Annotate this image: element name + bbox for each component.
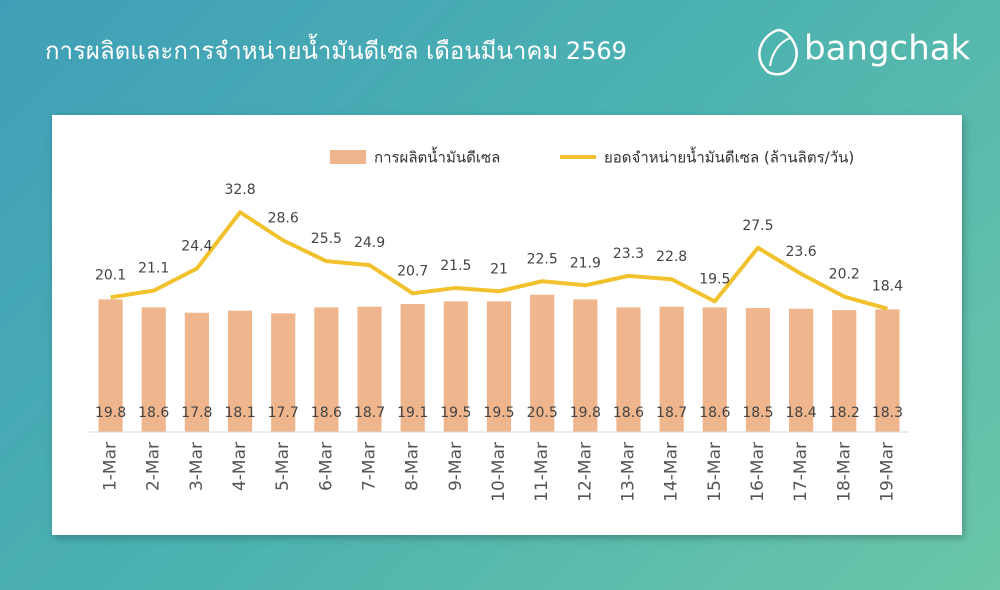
- x-tick-label: 1-Mar: [101, 442, 121, 491]
- x-tick-label: 6-Mar: [316, 442, 336, 491]
- bar: [659, 306, 684, 432]
- bar-value-label: 18.4: [786, 405, 817, 421]
- line-value-label: 23.3: [613, 246, 644, 262]
- line-value-label: 20.1: [95, 267, 126, 283]
- bar-value-label: 18.6: [311, 405, 342, 421]
- line-value-label: 22.5: [527, 251, 558, 267]
- bar-value-label: 18.7: [354, 405, 385, 421]
- bar: [314, 307, 339, 432]
- bar-value-label: 17.8: [181, 405, 212, 421]
- bar: [271, 313, 296, 432]
- x-tick-label: 11-Mar: [532, 442, 552, 502]
- line: [110, 210, 888, 311]
- bar-value-label: 20.5: [527, 405, 558, 421]
- bar: [141, 307, 166, 432]
- line-value-label: 21: [490, 261, 508, 277]
- x-tick-label: 8-Mar: [403, 442, 423, 491]
- bar: [832, 310, 857, 432]
- bar-value-label: 18.6: [138, 405, 169, 421]
- bar-value-label: 17.7: [268, 405, 299, 421]
- bar-value-label: 18.1: [224, 405, 255, 421]
- x-tick-label: 10-Mar: [489, 442, 509, 502]
- x-tick-label: 17-Mar: [791, 442, 811, 502]
- line-value-label: 24.4: [181, 239, 212, 255]
- bar-value-label: 18.3: [872, 405, 903, 421]
- x-tick-label: 9-Mar: [446, 442, 466, 491]
- x-tick-label: 14-Mar: [662, 442, 682, 502]
- legend-swatch: [330, 150, 366, 164]
- bar-value-label: 19.5: [440, 405, 471, 421]
- legend-label: การผลิตน้ำมันดีเซล: [374, 147, 500, 167]
- line-value-label: 20.7: [397, 263, 428, 279]
- bar: [357, 306, 382, 432]
- chart-title: การผลิตและการจำหน่ายน้ำมันดีเซล เดือนมีน…: [45, 33, 627, 65]
- line-value-label: 21.9: [570, 255, 601, 271]
- bar: [184, 312, 209, 432]
- legend-label: ยอดจำหน่ายน้ำมันดีเซล (ล้านลิตร/วัน): [604, 147, 854, 167]
- bar: [616, 307, 641, 432]
- line-value-label: 24.9: [354, 235, 385, 251]
- x-tick-label: 19-Mar: [877, 442, 897, 502]
- bar: [98, 299, 123, 432]
- bar-value-label: 18.2: [829, 405, 860, 421]
- bar: [789, 308, 814, 432]
- bar: [573, 299, 598, 432]
- line-value-label: 25.5: [311, 231, 342, 247]
- line-value-label: 20.2: [829, 267, 860, 283]
- bar-value-label: 18.5: [742, 405, 773, 421]
- x-tick-label: 13-Mar: [618, 442, 638, 502]
- line-value-label: 27.5: [742, 218, 773, 234]
- x-tick-label: 18-Mar: [834, 442, 854, 502]
- x-tick-label: 7-Mar: [360, 442, 380, 491]
- line-value-label: 28.6: [268, 210, 299, 226]
- bar: [443, 301, 468, 432]
- line-value-label: 32.8: [224, 182, 255, 198]
- line-value-label: 21.1: [138, 261, 169, 277]
- plot-area: การผลิตน้ำมันดีเซล ยอดจำหน่ายน้ำมันดีเซล …: [89, 147, 909, 502]
- x-tick-label: 12-Mar: [575, 442, 595, 502]
- logo-icon-leaf: [769, 37, 791, 67]
- line-value-label: 23.6: [786, 244, 817, 260]
- x-tick-label: 3-Mar: [187, 442, 207, 491]
- x-tick-label: 5-Mar: [273, 442, 293, 491]
- x-tick-label: 15-Mar: [705, 442, 725, 502]
- bar-value-label: 19.8: [95, 405, 126, 421]
- bar: [486, 301, 512, 432]
- x-tick-label: 16-Mar: [748, 442, 768, 502]
- bar-value-label: 18.6: [699, 405, 730, 421]
- bar-value-label: 19.8: [570, 405, 601, 421]
- line-value-label: 19.5: [699, 271, 730, 287]
- x-tick-label: 2-Mar: [144, 442, 164, 491]
- x-tick-label: 4-Mar: [230, 442, 250, 491]
- bar-value-label: 19.1: [397, 405, 428, 421]
- line-value-label: 18.4: [872, 279, 903, 295]
- line-value-label: 22.8: [656, 249, 687, 265]
- bar: [875, 309, 900, 432]
- bar: [530, 294, 555, 432]
- line-value-label: 21.5: [440, 258, 471, 274]
- logo-text: bangchak: [804, 29, 971, 69]
- bar-value-label: 18.7: [656, 405, 687, 421]
- bar-value-label: 18.6: [613, 405, 644, 421]
- bar-value-label: 19.5: [483, 405, 514, 421]
- logo-icon: [758, 28, 798, 76]
- bar: [745, 308, 771, 432]
- logo: bangchak: [758, 28, 971, 76]
- bar: [400, 304, 425, 432]
- bar: [702, 307, 727, 432]
- bar: [227, 310, 253, 432]
